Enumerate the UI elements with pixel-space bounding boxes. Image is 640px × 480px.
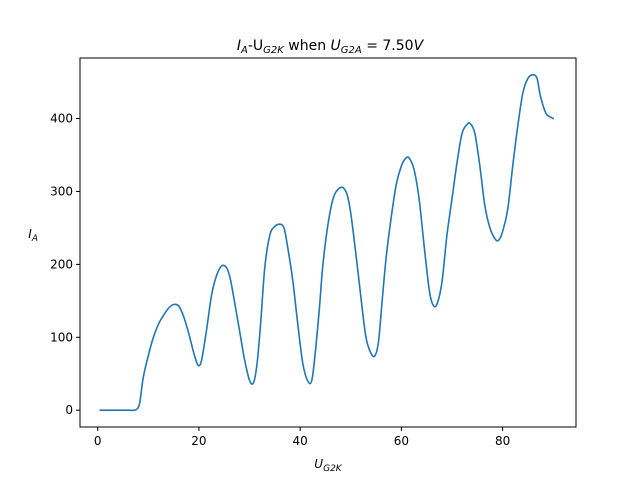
y-tick-label: 100 bbox=[50, 330, 73, 344]
y-axis-label: IA bbox=[28, 227, 38, 244]
y-tick-label: 200 bbox=[50, 257, 73, 271]
x-tick-label: 80 bbox=[495, 434, 510, 448]
y-tick-label: 0 bbox=[65, 403, 73, 417]
x-tick-label: 0 bbox=[94, 434, 102, 448]
chart-title: IA-UG2K when UG2A = 7.50V bbox=[237, 38, 425, 56]
x-axis-label: UG2K bbox=[314, 457, 342, 474]
x-tick-label: 60 bbox=[394, 434, 409, 448]
y-tick-label: 400 bbox=[50, 112, 73, 126]
plot-frame bbox=[79, 57, 577, 428]
y-tick-label: 300 bbox=[50, 184, 73, 198]
series-line bbox=[99, 73, 555, 412]
x-tick-label: 40 bbox=[293, 434, 308, 448]
x-tick-label: 20 bbox=[191, 434, 206, 448]
